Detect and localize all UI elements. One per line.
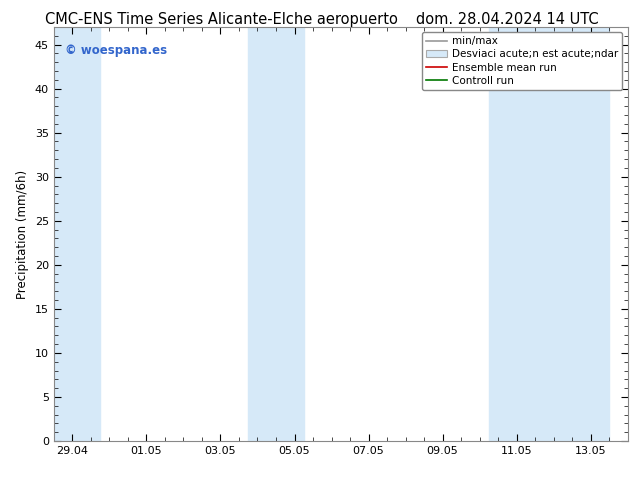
Bar — [489, 27, 609, 441]
Bar — [249, 27, 304, 441]
Text: © woespana.es: © woespana.es — [65, 44, 167, 56]
Text: dom. 28.04.2024 14 UTC: dom. 28.04.2024 14 UTC — [416, 12, 598, 27]
Text: CMC-ENS Time Series Alicante-Elche aeropuerto: CMC-ENS Time Series Alicante-Elche aerop… — [46, 12, 398, 27]
Legend: min/max, Desviaci acute;n est acute;ndar, Ensemble mean run, Controll run: min/max, Desviaci acute;n est acute;ndar… — [422, 32, 623, 90]
Y-axis label: Precipitation (mm/6h): Precipitation (mm/6h) — [16, 170, 29, 298]
Bar — [54, 27, 100, 441]
